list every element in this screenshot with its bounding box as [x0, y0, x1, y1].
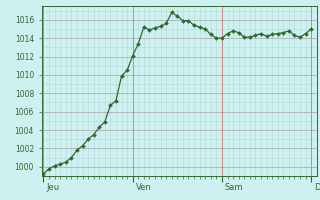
Text: Sam: Sam: [225, 183, 243, 192]
Text: Ven: Ven: [135, 183, 151, 192]
Text: Jeu: Jeu: [46, 183, 60, 192]
Text: Dim: Dim: [314, 183, 320, 192]
